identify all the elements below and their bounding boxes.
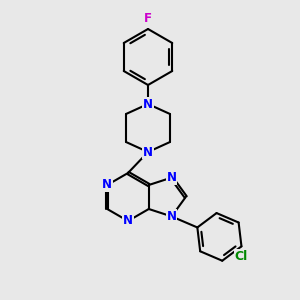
Text: N: N xyxy=(167,210,177,223)
Text: N: N xyxy=(123,214,133,227)
Text: Cl: Cl xyxy=(235,250,248,263)
Text: F: F xyxy=(144,13,152,26)
Text: N: N xyxy=(143,146,153,158)
Text: N: N xyxy=(102,178,112,191)
Text: N: N xyxy=(167,171,177,184)
Text: N: N xyxy=(143,98,153,110)
